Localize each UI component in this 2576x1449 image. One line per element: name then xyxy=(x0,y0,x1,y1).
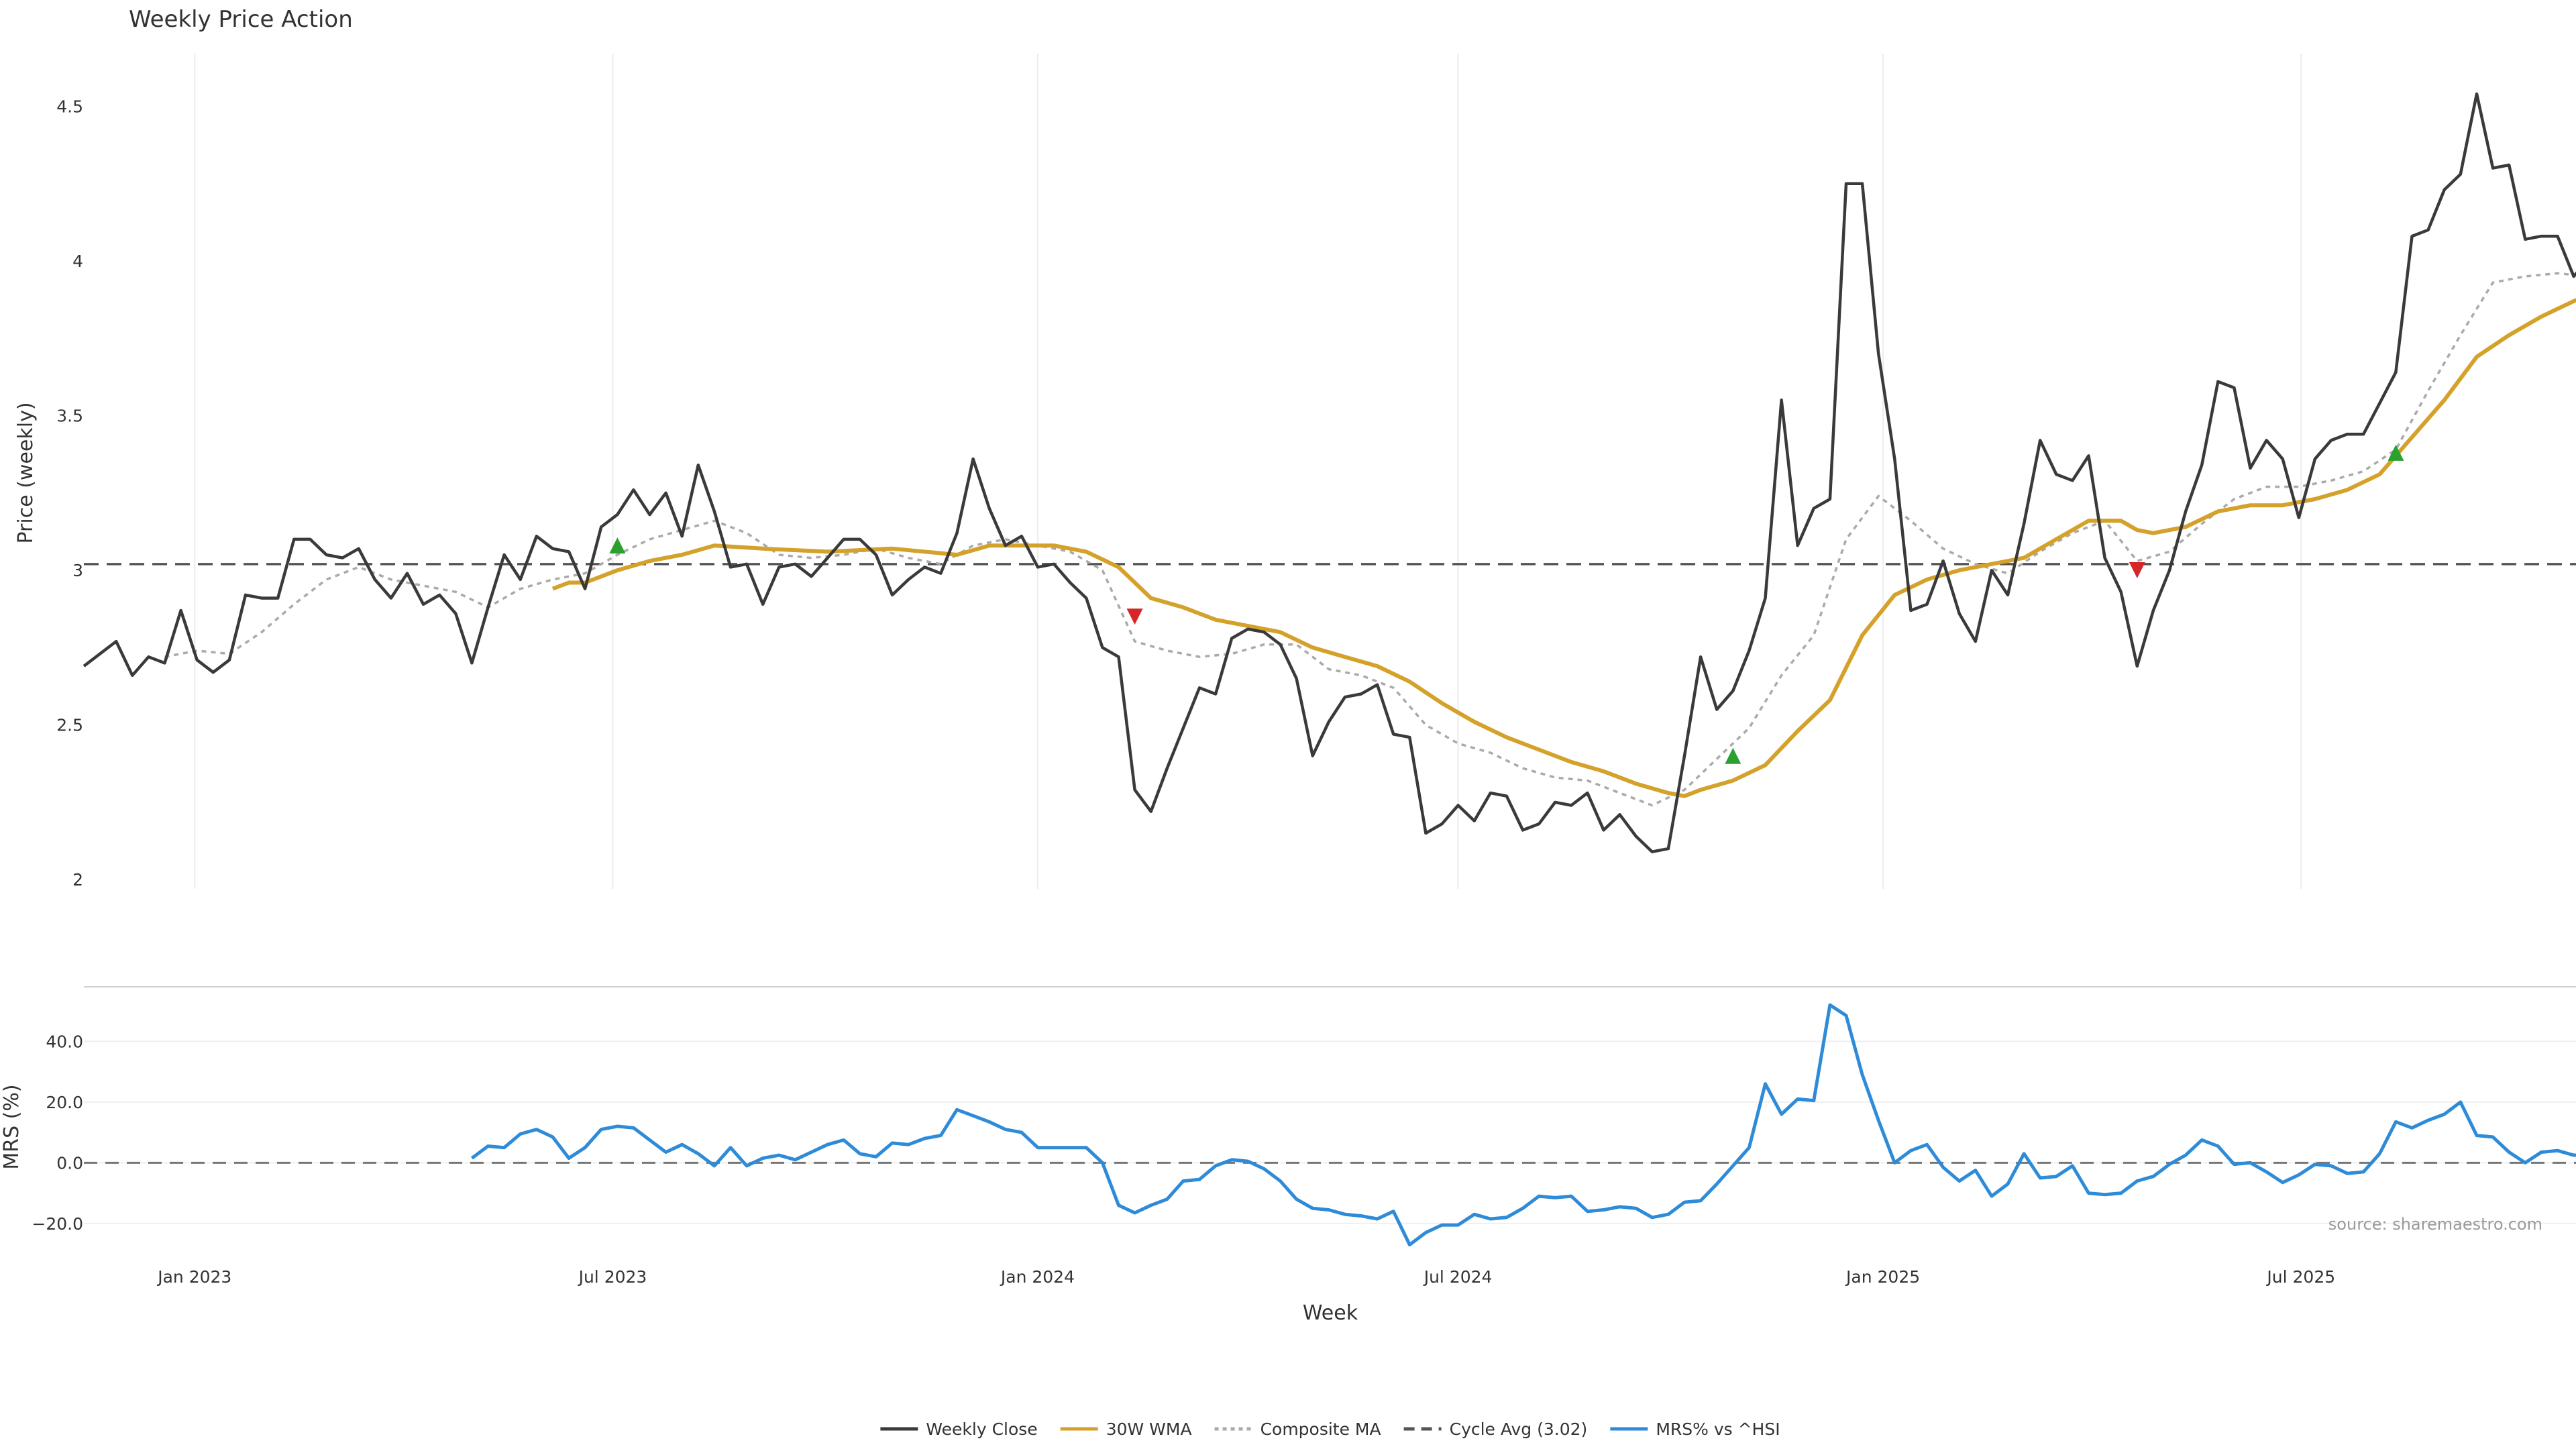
mrs-line xyxy=(470,1003,2576,1246)
price-y-tick-label: 2.5 xyxy=(56,716,83,735)
sell-signal-marker xyxy=(2129,562,2145,579)
x-axis-title: Week xyxy=(1303,1301,1358,1325)
mrs-y-tick-label: 20.0 xyxy=(46,1093,83,1112)
legend-label-cycle-avg-3-02: Cycle Avg (3.02) xyxy=(1450,1419,1588,1439)
weekly-close-line xyxy=(83,92,2576,853)
source-note: source: sharemaestro.com xyxy=(2328,1215,2542,1234)
x-tick-label: Jan 2025 xyxy=(1845,1267,1920,1287)
x-axis-ticks: Jan 2023 Jul 2023 Jan 2024 Jul 2024 Jan 2025… xyxy=(156,1267,2335,1287)
chart-title: Weekly Price Action xyxy=(129,6,353,33)
x-tick-label: Jul 2023 xyxy=(578,1267,647,1287)
legend-label-weekly-close: Weekly Close xyxy=(926,1419,1037,1439)
x-tick-label: Jul 2025 xyxy=(2265,1267,2335,1287)
price-y-axis: 2 2.5 3 3.5 4 4.5 xyxy=(56,97,83,890)
price-y-tick-label: 2 xyxy=(72,870,83,890)
price-y-tick-label: 3 xyxy=(72,561,83,580)
mrs-series xyxy=(84,1003,2576,1246)
mrs-y-tick-label: 40.0 xyxy=(46,1032,83,1051)
sell-signal-marker xyxy=(1126,608,1143,625)
price-y-tick-label: 4.5 xyxy=(56,97,83,116)
legend-label-30w-wma: 30W WMA xyxy=(1106,1419,1192,1439)
legend-label-composite-ma: Composite MA xyxy=(1260,1419,1381,1439)
mrs-y-axis-title: MRS (%) xyxy=(0,1084,23,1169)
mrs-y-tick-label: −20.0 xyxy=(32,1214,83,1234)
x-tick-label: Jan 2024 xyxy=(1000,1267,1075,1287)
price-y-tick-label: 4 xyxy=(72,252,83,271)
price-y-axis-title: Price (weekly) xyxy=(14,402,38,543)
x-tick-label: Jul 2024 xyxy=(1423,1267,1493,1287)
30w-wma-line xyxy=(551,298,2576,798)
x-tick-label: Jan 2023 xyxy=(156,1267,231,1287)
signal-markers xyxy=(609,444,2404,764)
buy-signal-marker xyxy=(609,537,626,554)
buy-signal-marker xyxy=(2387,444,2404,461)
price-series xyxy=(83,92,2576,853)
price-y-tick-label: 3.5 xyxy=(56,407,83,426)
legend: Weekly Close 30W WMA Composite MA Cycle Avg… xyxy=(880,1419,1780,1439)
buy-signal-marker xyxy=(1725,747,1741,764)
vertical-gridlines xyxy=(194,54,2302,889)
mrs-y-tick-label: 0.0 xyxy=(56,1153,83,1173)
legend-label-mrs-vs-hsi: MRS% vs ^HSI xyxy=(1656,1419,1780,1439)
composite-ma-line xyxy=(164,272,2576,807)
